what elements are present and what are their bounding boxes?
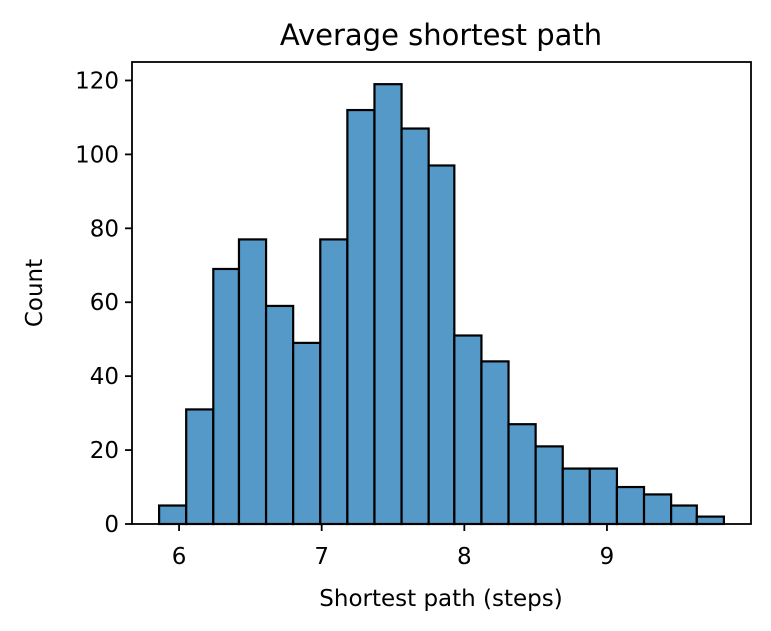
histogram-bar — [319, 238, 349, 526]
y-tick-label: 0 — [104, 512, 119, 538]
plot-frame — [131, 61, 752, 525]
histogram-bar — [400, 127, 430, 526]
y-axis-label: Count — [22, 259, 48, 327]
histogram-bar — [534, 445, 564, 526]
x-axis-ticks: 6 7 8 9 — [172, 524, 615, 570]
histogram-bar — [507, 423, 537, 526]
y-axis-ticks: 0 20 40 60 80 100 120 — [75, 68, 132, 538]
y-tick-label: 20 — [90, 438, 119, 464]
histogram-bar — [561, 467, 591, 526]
chart-title: Average shortest path — [280, 18, 602, 52]
histogram-bar — [292, 341, 322, 526]
histogram-bar — [237, 238, 268, 526]
histogram-bar — [346, 108, 376, 526]
histogram-bar — [185, 408, 215, 526]
histogram-bar — [157, 504, 188, 526]
histogram-bar — [373, 83, 403, 526]
histogram-bar — [670, 504, 698, 526]
histogram-bar — [615, 485, 646, 526]
histogram-bar — [695, 515, 726, 526]
x-axis-label: Shortest path (steps) — [319, 586, 562, 612]
x-tick-label: 6 — [172, 544, 187, 570]
y-tick-label: 120 — [75, 68, 119, 94]
y-tick-label: 100 — [75, 142, 119, 168]
histogram-bar — [264, 304, 295, 526]
histogram-bar — [212, 267, 241, 526]
histogram-bar — [642, 493, 673, 526]
histogram-bar — [480, 360, 510, 526]
histogram-bar — [427, 164, 456, 526]
histogram-bar — [588, 467, 619, 526]
x-tick-label: 9 — [600, 544, 615, 570]
x-tick-label: 7 — [314, 544, 329, 570]
y-tick-label: 40 — [90, 364, 119, 390]
histogram-bar — [453, 334, 483, 526]
y-tick-label: 60 — [90, 290, 119, 316]
y-tick-label: 80 — [90, 216, 119, 242]
bars-group — [157, 83, 726, 526]
x-tick-label: 8 — [457, 544, 472, 570]
